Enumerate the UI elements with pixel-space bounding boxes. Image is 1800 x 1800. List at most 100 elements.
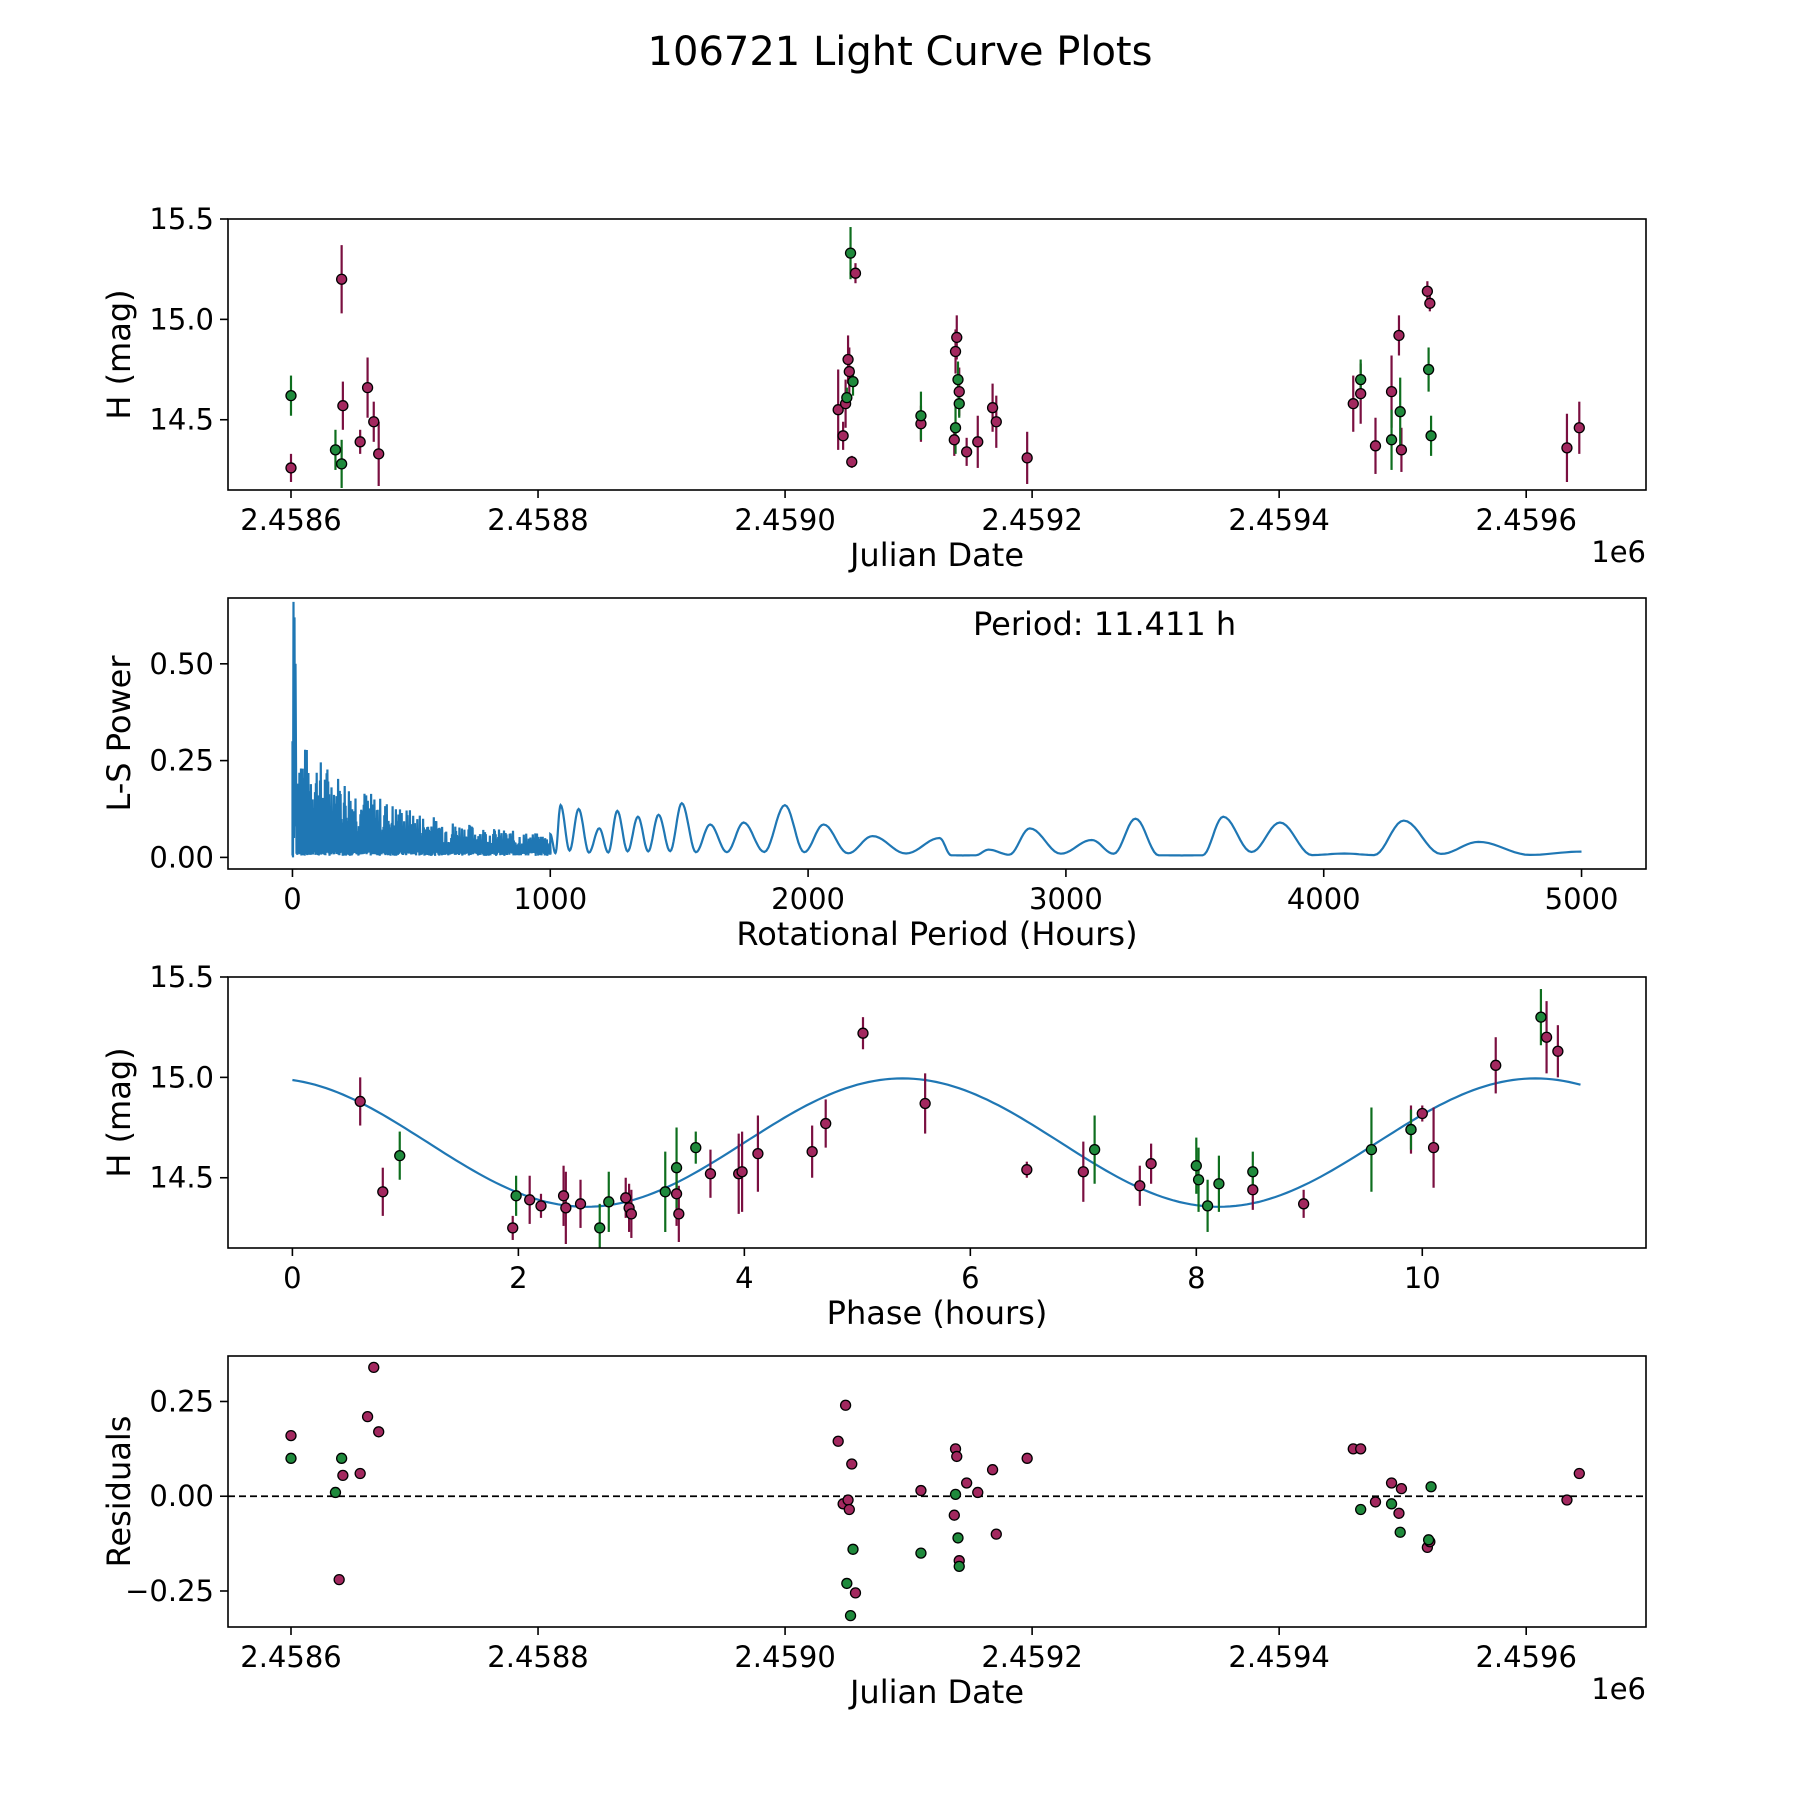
res-point [1394,1526,1406,1538]
ls-xtick-label: 4000 [1287,882,1361,916]
res-point [841,1577,853,1590]
lc-offset-label: 1e6 [1591,535,1646,569]
lc-point [1355,387,1367,400]
res-point [846,1458,858,1470]
lc-point [1385,385,1398,398]
ls-xtick-label: 0 [283,882,301,916]
phase-point [377,1186,389,1198]
phase-point [1540,1031,1553,1043]
lc-point [335,273,348,285]
res-point [972,1486,984,1499]
res-point [1561,1494,1573,1506]
res-point [285,1429,297,1442]
phase-point [560,1202,572,1214]
lc-point [986,402,999,414]
lc-point [373,448,385,460]
phase-point [507,1222,519,1234]
res-ytick-label: −0.25 [125,1574,214,1608]
phase-point [670,1188,683,1200]
res-offset-label: 1e6 [1591,1672,1646,1706]
phase-xtick-label: 2 [509,1261,527,1295]
phase-point [919,1097,931,1110]
phase-point [510,1190,522,1202]
lc-point [1421,285,1434,297]
phase-point [670,1162,683,1174]
phase-ytick-label: 15.5 [149,960,214,994]
phase-point [1535,1011,1547,1023]
res-point [373,1426,385,1438]
lc-point [1393,329,1405,342]
phase-axes: 0 2 4 6 8 10 14.5 15.0 15.5 Phase (hours) H (mag) [100,960,1647,1332]
phase-point [1365,1143,1378,1156]
phase-point [690,1141,702,1154]
res-xtick-label: 2.4586 [240,1640,341,1674]
lc-point [972,436,984,448]
phase-point [524,1194,536,1206]
lc-point [841,392,853,404]
lc-xtick-label: 2.4586 [240,503,341,537]
lc-ytick-label: 15.0 [149,302,214,336]
res-ytick-label: 0.25 [149,1384,214,1418]
lc-xtick-label: 2.4596 [1475,503,1576,537]
phase-xtick-label: 4 [735,1261,753,1295]
lc-point [842,353,854,366]
phase-point [1134,1180,1146,1192]
lc-point [843,365,855,378]
phase-point [1077,1166,1089,1178]
res-xtick-label: 2.4596 [1475,1640,1576,1674]
phase-point [1297,1198,1310,1210]
lc-point [1385,434,1398,446]
res-point [990,1528,1002,1540]
res-xtick-label: 2.4588 [487,1640,588,1674]
res-point [849,1587,862,1599]
lc-point [1021,452,1033,464]
lc-point [285,462,297,474]
res-point [354,1467,366,1480]
res-xtick-label: 2.4594 [1228,1640,1329,1674]
lc-point [990,416,1002,428]
lc-point [361,381,374,394]
phase-point [736,1166,748,1178]
ls-data [291,601,1582,858]
phase-point [625,1208,638,1220]
lc-point [847,375,859,388]
res-point [951,1450,963,1463]
res-point [1425,1481,1437,1493]
res-frame [227,1355,1647,1628]
lc-point [285,390,297,402]
ls-power-line [291,601,1582,858]
ls-period-annotation: Period: 11.411 h [973,605,1236,643]
res-point [1369,1496,1382,1508]
lc-point [1355,373,1367,386]
res-point [843,1503,855,1516]
lc-ytick-label: 15.5 [149,202,214,236]
lc-point [949,345,962,358]
phase-point [1405,1123,1417,1136]
lc-point [949,422,962,434]
phase-point [1192,1174,1205,1186]
phase-point [394,1150,406,1162]
res-point [1355,1503,1367,1516]
res-point [847,1543,859,1555]
res-point [329,1486,342,1499]
res-ylabel: Residuals [100,1416,138,1568]
lc-point [1573,422,1585,434]
lc-point [951,331,963,344]
phase-frame [227,976,1647,1249]
phase-point [1021,1164,1033,1176]
res-point [361,1410,374,1423]
ls-ytick-label: 0.50 [149,647,214,681]
lc-data [285,227,1585,488]
phase-point [354,1095,366,1108]
res-point [1395,1483,1408,1495]
res-xlabel: Julian Date [848,1673,1024,1711]
res-xtick-label: 2.4592 [981,1640,1082,1674]
phase-data [292,989,1581,1248]
lc-point [846,456,858,468]
phase-model-curve [292,1077,1581,1208]
lc-point [1561,442,1573,454]
phase-xtick-label: 6 [961,1261,979,1295]
phase-point [574,1198,587,1210]
